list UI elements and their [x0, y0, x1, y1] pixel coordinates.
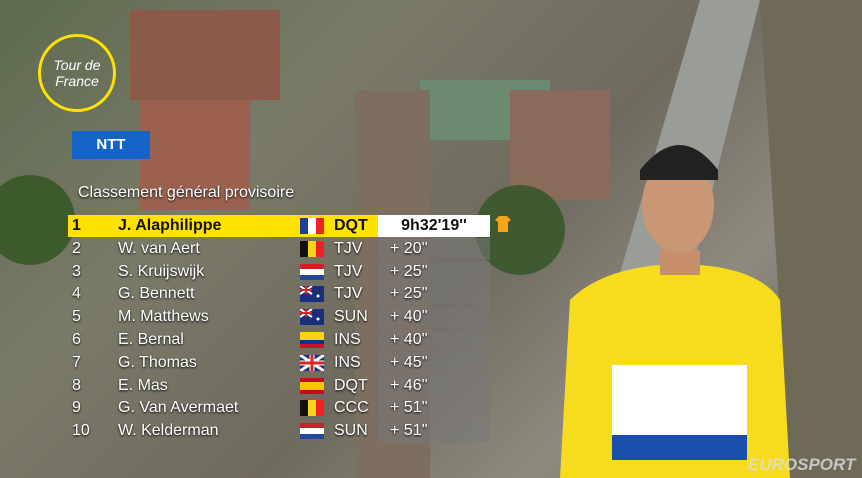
team-code: SUN — [334, 308, 368, 326]
time-gap: + 46'' — [378, 374, 490, 397]
time-gap: + 25'' — [378, 283, 490, 306]
time-gap: 9h32'19'' — [378, 215, 490, 237]
standings-row: 4 G. Bennett TJV + 25'' — [68, 283, 490, 306]
team-code: INS — [334, 331, 361, 348]
country-flag — [300, 309, 324, 326]
team-code: SUN — [334, 422, 368, 440]
rider-name: G. Van Avermaet — [118, 399, 239, 417]
standings-row: 8 E. Mas DQT + 46'' — [68, 374, 490, 397]
yellow-jersey-icon — [495, 216, 511, 232]
country-flag — [300, 332, 324, 348]
time-gap: + 45'' — [378, 351, 490, 374]
team-code: TJV — [334, 239, 363, 257]
rank: 1 — [72, 217, 81, 234]
rider-name: G. Bennett — [118, 285, 195, 303]
rider-name: E. Mas — [118, 376, 168, 394]
team-code: INS — [334, 353, 361, 371]
standings-row: 3 S. Kruijswijk TJV + 25'' — [68, 260, 490, 283]
country-flag — [300, 218, 324, 234]
country-flag — [300, 377, 324, 394]
country-flag — [300, 400, 324, 417]
rank: 5 — [72, 308, 81, 326]
standings-row: 9 G. Van Avermaet CCC + 51'' — [68, 397, 490, 420]
sponsor-logo: NTT — [72, 131, 150, 159]
rank: 6 — [72, 331, 81, 348]
country-flag — [300, 240, 324, 257]
rider-name: W. Kelderman — [118, 422, 219, 440]
time-gap: + 25'' — [378, 260, 490, 283]
rank: 4 — [72, 285, 81, 303]
rank: 7 — [72, 353, 81, 371]
standings-row: 2 W. van Aert TJV + 20'' — [68, 237, 490, 260]
standings-row: 7 G. Thomas INS + 45'' — [68, 351, 490, 374]
time-gap: + 40'' — [378, 329, 490, 351]
time-gap: + 51'' — [378, 420, 490, 443]
rider-name: E. Bernal — [118, 331, 184, 348]
rider-name: G. Thomas — [118, 353, 197, 371]
rank: 3 — [72, 262, 81, 280]
standings-row: 6 E. Bernal INS + 40'' — [68, 329, 490, 351]
rank: 10 — [72, 422, 90, 440]
standings-row: 5 M. Matthews SUN + 40'' — [68, 306, 490, 329]
rank: 9 — [72, 399, 81, 417]
country-flag — [300, 423, 324, 440]
channel-logo: EUROSPORT — [748, 455, 856, 474]
team-code: TJV — [334, 285, 363, 303]
team-code: CCC — [334, 399, 369, 417]
country-flag — [300, 286, 324, 303]
standings-row: 10 W. Kelderman SUN + 51'' — [68, 420, 490, 443]
rider-name: S. Kruijswijk — [118, 262, 205, 280]
standings-title: Classement général provisoire — [78, 184, 295, 201]
rider-name: J. Alaphilippe — [118, 217, 222, 234]
rank: 2 — [72, 239, 81, 257]
team-code: DQT — [334, 217, 368, 234]
country-flag — [300, 263, 324, 280]
race-logo: Tour de France — [38, 34, 116, 112]
time-gap: + 40'' — [378, 306, 490, 329]
rider-name: W. van Aert — [118, 239, 200, 257]
time-gap: + 51'' — [378, 397, 490, 420]
country-flag — [300, 354, 324, 371]
time-gap: + 20'' — [378, 237, 490, 260]
rider-name: M. Matthews — [118, 308, 209, 326]
team-code: TJV — [334, 262, 363, 280]
rank: 8 — [72, 376, 81, 394]
standings-row: 1 J. Alaphilippe DQT 9h32'19'' — [68, 215, 490, 237]
team-code: DQT — [334, 376, 368, 394]
